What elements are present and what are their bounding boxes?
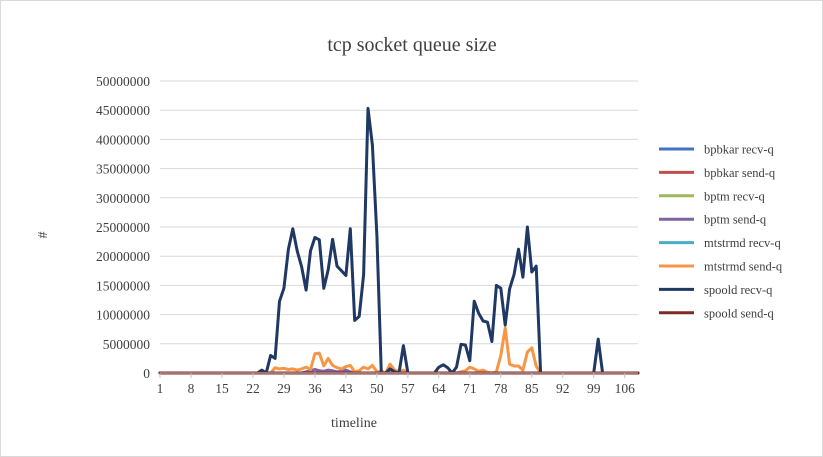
y-tick-label: 15000000: [96, 278, 150, 293]
x-axis-tick-labels: 1 8 15 22 29 36 43 50 57 64 71 78 85 92 99 106: [157, 381, 635, 396]
chart-title: tcp socket queue size: [327, 34, 496, 56]
legend-entry: bpbkar recv-q: [704, 143, 775, 157]
legend-entry: bptm send-q: [704, 213, 767, 227]
legend: bpbkar recv-q bpbkar send-q bptm recv-q bpt…: [659, 143, 783, 320]
x-tick-label: 29: [277, 381, 291, 396]
x-tick-label: 22: [246, 381, 260, 396]
gridlines: [160, 80, 638, 345]
x-tick-label: 99: [587, 381, 601, 396]
y-tick-label: 50000000: [96, 74, 150, 89]
y-tick-label: 30000000: [96, 191, 150, 206]
x-axis-label: timeline: [331, 416, 377, 431]
y-axis-label: #: [36, 232, 51, 239]
x-tick-label: 36: [308, 381, 322, 396]
y-tick-label: 25000000: [96, 220, 150, 235]
x-tick-label: 1: [157, 381, 164, 396]
y-tick-label: 0: [143, 366, 150, 381]
legend-entry: bptm recv-q: [704, 189, 765, 203]
y-tick-label: 5000000: [103, 337, 151, 352]
x-tick-label: 71: [463, 381, 477, 396]
x-tick-label: 50: [370, 381, 384, 396]
x-tick-label: 64: [432, 381, 446, 396]
x-axis: [159, 372, 638, 378]
legend-entry: bpbkar send-q: [704, 166, 776, 180]
y-tick-label: 40000000: [96, 132, 150, 147]
x-tick-label: 85: [525, 381, 539, 396]
x-tick-label: 15: [215, 381, 229, 396]
x-tick-label: 92: [556, 381, 570, 396]
y-tick-label: 10000000: [96, 308, 150, 323]
legend-entry: spoold recv-q: [704, 283, 773, 297]
x-tick-label: 8: [188, 381, 195, 396]
series-line-6: [158, 106, 640, 375]
legend-entry: spoold send-q: [704, 306, 775, 320]
y-tick-label: 45000000: [96, 103, 150, 118]
x-tick-label: 57: [401, 381, 415, 396]
legend-entry: mtstrmd send-q: [704, 260, 783, 274]
x-tick-label: 78: [494, 381, 508, 396]
y-tick-label: 20000000: [96, 249, 150, 264]
y-tick-label: 35000000: [96, 162, 150, 177]
x-tick-label: 106: [615, 381, 636, 396]
y-axis-tick-labels: 0 5000000 10000000 15000000 20000000 25000000…: [96, 74, 150, 381]
series-lines: [158, 106, 640, 375]
series-line-3: [158, 368, 640, 375]
x-tick-label: 43: [339, 381, 353, 396]
legend-entry: mtstrmd recv-q: [704, 236, 781, 250]
